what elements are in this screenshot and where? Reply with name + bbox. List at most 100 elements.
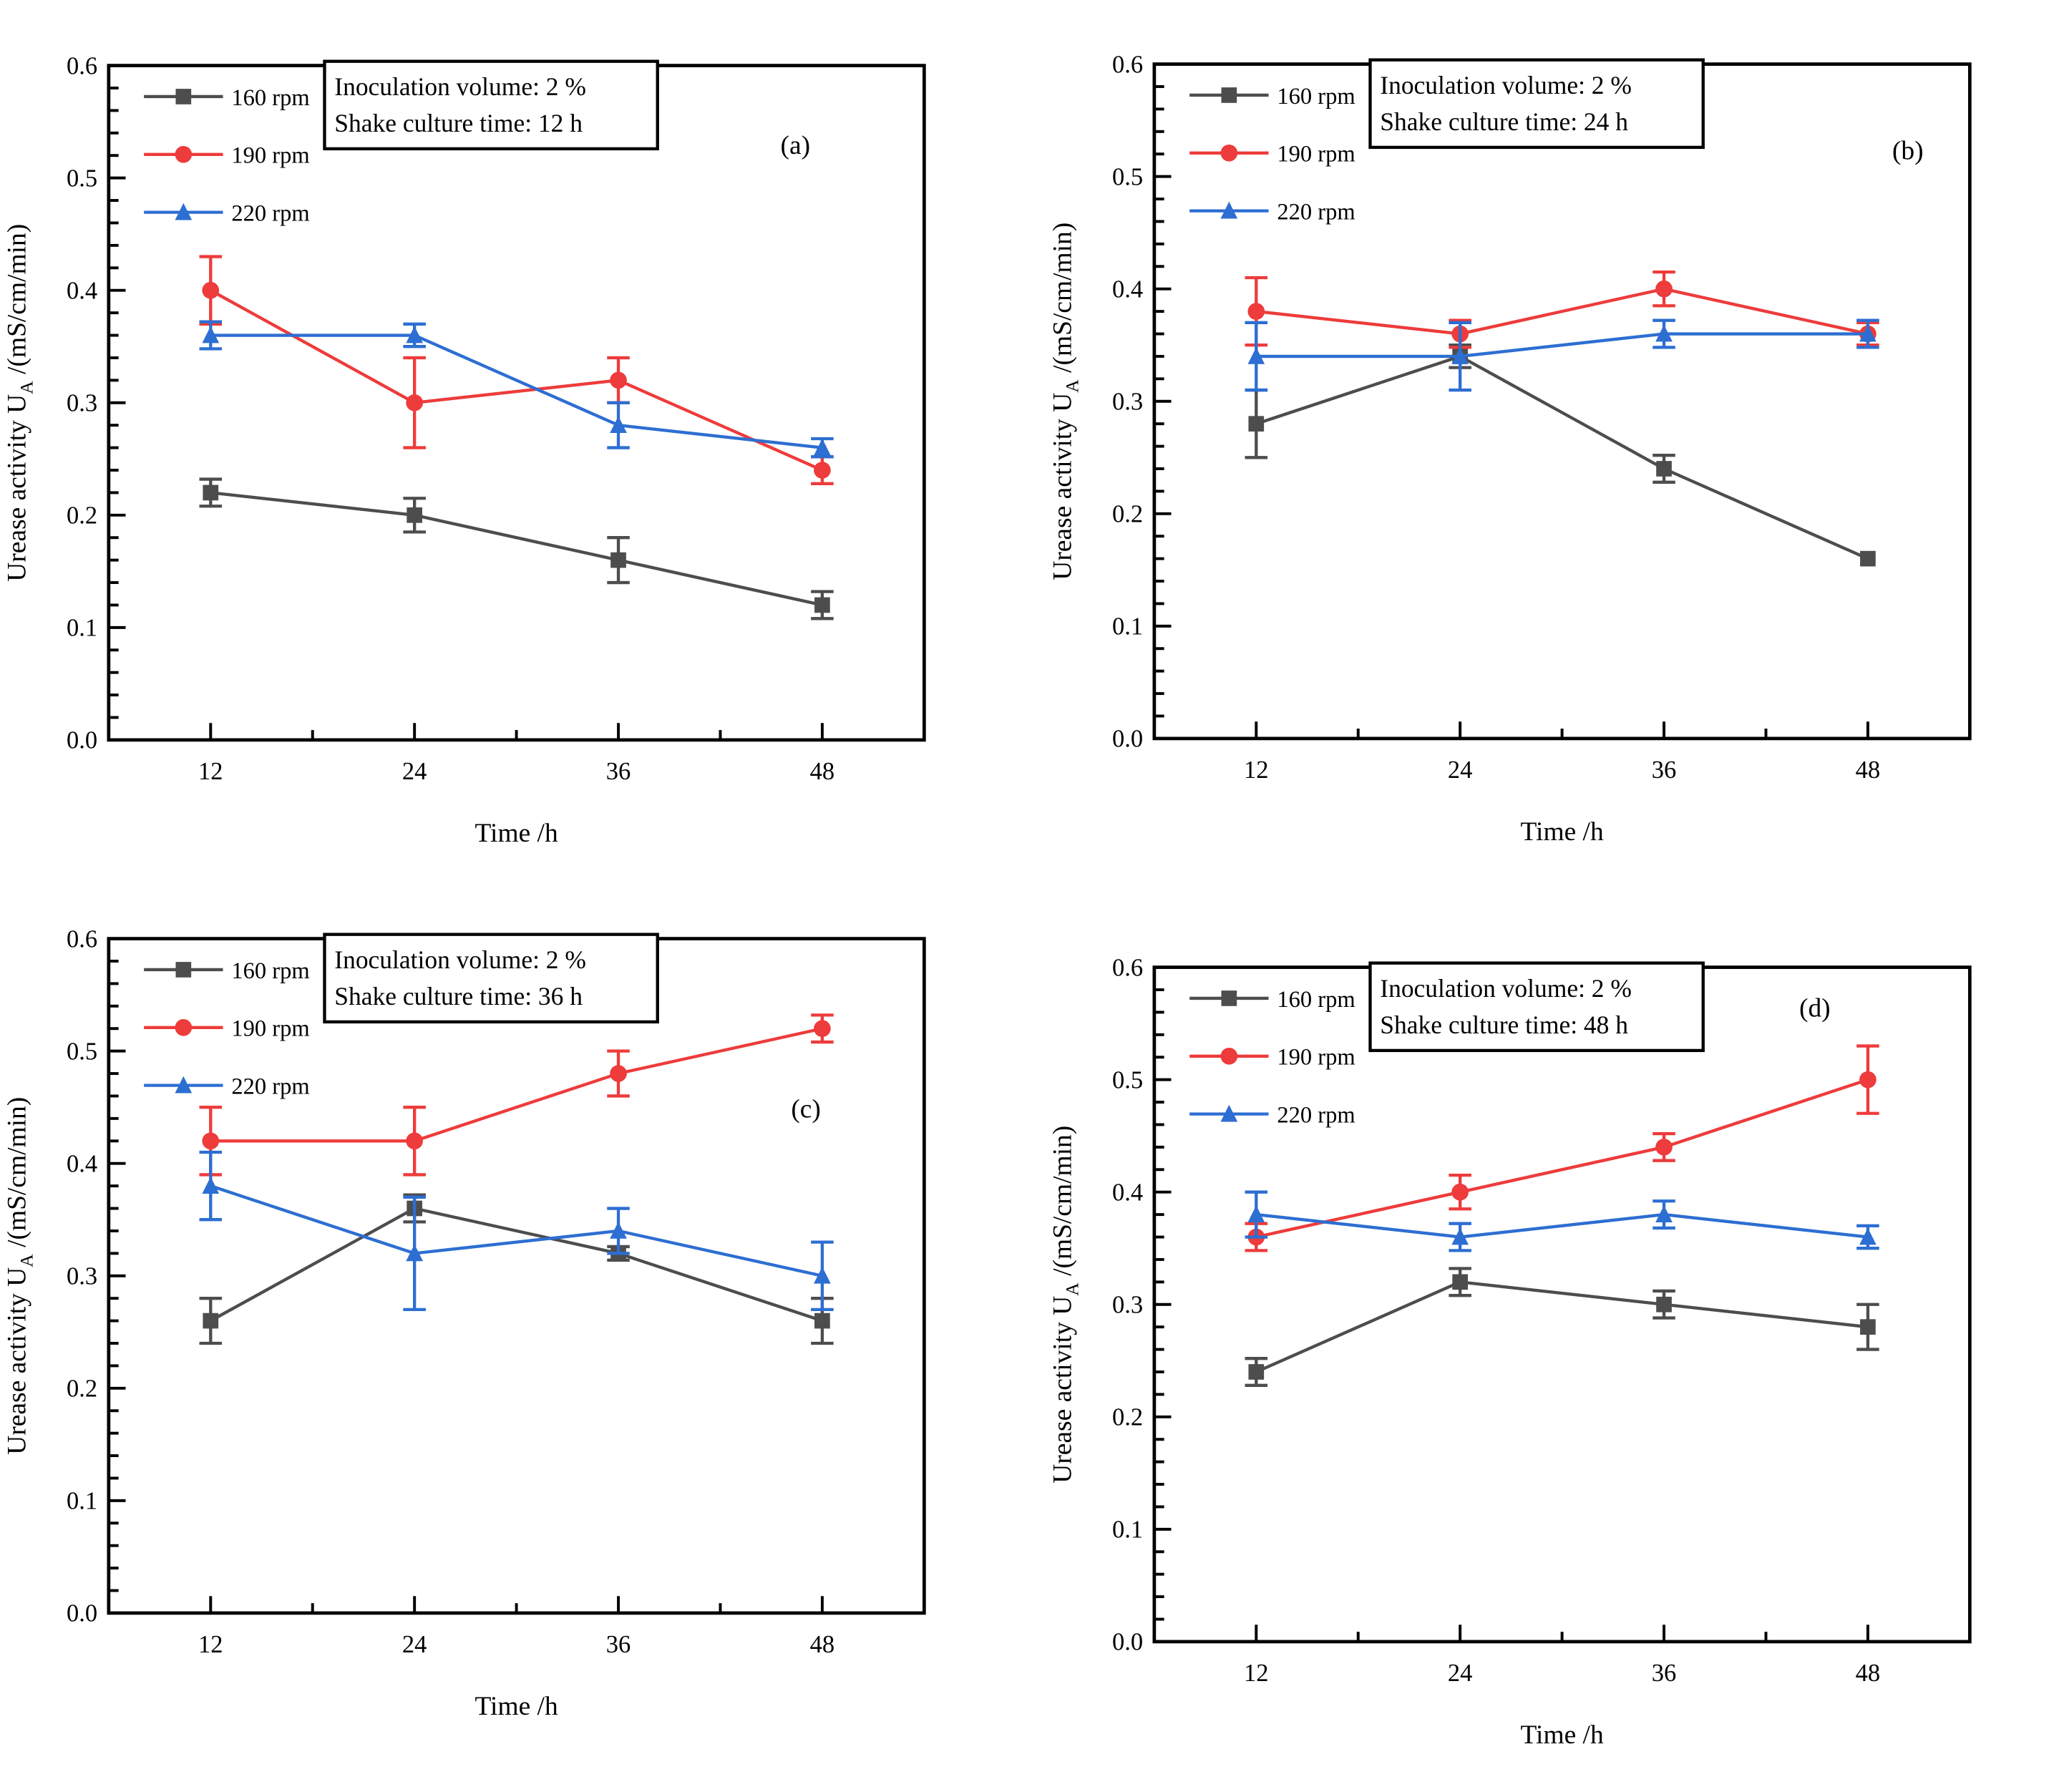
series-220rpm — [1245, 318, 1879, 392]
series-160rpm — [199, 1193, 834, 1345]
series-190rpm — [199, 255, 834, 486]
data-point — [814, 462, 831, 479]
x-tick-label: 48 — [1856, 1660, 1881, 1687]
legend-label: 220 rpm — [231, 1073, 309, 1099]
legend: 160 rpm 190 rpm 220 rpm — [144, 958, 310, 1099]
series-190rpm — [1245, 1044, 1879, 1252]
data-point — [814, 597, 830, 613]
data-point — [1451, 1227, 1469, 1245]
y-tick-label: 0.6 — [67, 52, 97, 79]
series-line — [1256, 332, 1868, 359]
annotation-box — [323, 932, 659, 1024]
data-point — [1247, 1205, 1265, 1222]
annotation-line1: Inoculation volume: 2 % — [1380, 71, 1632, 99]
x-tick-label: 36 — [1652, 1660, 1677, 1687]
x-tick-label: 24 — [402, 1631, 427, 1658]
y-tick-label: 0.3 — [67, 390, 97, 417]
y-tick-label: 0.2 — [67, 502, 97, 530]
chart-svg-c: 0.0 0.1 0.2 0.3 0.4 0.5 0.6 12 24 36 48 Time /h Urea… — [3, 925, 926, 1721]
data-point — [610, 552, 626, 568]
data-point — [406, 1244, 423, 1262]
legend-marker-circle — [1220, 144, 1238, 162]
data-point — [407, 507, 423, 523]
data-point — [202, 326, 220, 344]
plot-border — [107, 64, 926, 742]
legend-label: 190 rpm — [1277, 1045, 1355, 1071]
series-line — [210, 491, 823, 607]
legend-label: 220 rpm — [231, 200, 309, 226]
y-tick-label: 0.2 — [1112, 1404, 1143, 1431]
y-tick-label: 0.2 — [1112, 501, 1143, 528]
y-tick-label: 0.5 — [67, 165, 97, 192]
legend-marker-square — [1221, 990, 1237, 1006]
data-point — [814, 1020, 831, 1038]
x-tick-label: 12 — [198, 1631, 223, 1658]
y-axis-label: Urease activity UA /(mS/cm/min) — [3, 1097, 36, 1455]
legend: 160 rpm 190 rpm 220 rpm — [1189, 84, 1355, 225]
series-line — [1256, 287, 1869, 336]
annotation-line2: Shake culture time: 24 h — [1380, 107, 1628, 136]
data-point — [406, 326, 423, 344]
chart-svg-b: 0.0 0.1 0.2 0.3 0.4 0.5 0.6 12 24 36 48 Time /h Urea… — [1048, 51, 1972, 847]
y-tick-label: 0.0 — [67, 727, 97, 754]
legend: 160 rpm 190 rpm 220 rpm — [144, 85, 310, 226]
plot-border — [107, 937, 926, 1615]
y-tick-label: 0.5 — [1112, 1066, 1143, 1094]
panel-label-d: (d) — [1799, 993, 1831, 1023]
axis-ticks — [1154, 62, 1869, 740]
y-tick-label: 0.1 — [67, 615, 97, 642]
x-tick-label: 24 — [402, 758, 427, 785]
x-tick-label: 24 — [1448, 1660, 1473, 1687]
x-tick-label: 36 — [1652, 756, 1677, 784]
data-point — [814, 1266, 831, 1284]
legend-marker-square — [1221, 87, 1237, 103]
subplot-a: 0.0 0.1 0.2 0.3 0.4 0.5 0.6 12 24 36 48 Time /h Urea… — [0, 0, 1027, 896]
data-point — [1859, 324, 1877, 342]
legend-label: 190 rpm — [231, 1016, 309, 1042]
y-tick-label: 0.6 — [1112, 954, 1143, 981]
data-point — [203, 1313, 219, 1329]
y-axis-label: Urease activity UA /(mS/cm/min) — [1048, 1126, 1082, 1484]
x-tick-label: 48 — [810, 1631, 835, 1658]
data-point — [1860, 550, 1876, 567]
series-line — [210, 1027, 823, 1143]
data-point — [1655, 324, 1673, 342]
series-220rpm — [1245, 1190, 1879, 1252]
legend-marker-triangle — [1220, 1104, 1238, 1122]
legend-label: 160 rpm — [1277, 987, 1355, 1013]
legend-label: 160 rpm — [231, 85, 309, 111]
series-line — [210, 333, 823, 449]
annotation-box — [1368, 58, 1705, 150]
data-point — [1248, 1364, 1265, 1380]
y-tick-label: 0.4 — [1112, 1179, 1143, 1207]
y-tick-label: 0.3 — [1112, 1292, 1143, 1319]
data-point — [1859, 1071, 1877, 1089]
series-line — [210, 1184, 823, 1277]
data-point — [1656, 1296, 1672, 1313]
data-point — [1655, 280, 1673, 298]
y-tick-label: 0.1 — [1112, 1516, 1143, 1544]
legend-marker-triangle — [1220, 201, 1238, 219]
y-tick-label: 0.2 — [67, 1375, 97, 1403]
data-point — [814, 438, 831, 456]
y-tick-label: 0.4 — [67, 278, 97, 305]
series-line — [1255, 1078, 1869, 1239]
axis-ticks — [1154, 965, 1869, 1643]
x-tick-label: 48 — [810, 758, 835, 785]
annotation-box — [323, 59, 659, 151]
x-axis-label: Time /h — [1521, 1720, 1604, 1750]
x-tick-label: 12 — [198, 758, 223, 785]
data-point — [610, 1222, 627, 1239]
series-160rpm — [199, 477, 834, 620]
subplot-c: 0.0 0.1 0.2 0.3 0.4 0.5 0.6 12 24 36 48 Time /h Urea… — [0, 896, 1027, 1792]
x-axis-label: Time /h — [1521, 817, 1604, 847]
chart-svg-d: 0.0 0.1 0.2 0.3 0.4 0.5 0.6 12 24 36 48 Time /h Urea… — [1048, 954, 1972, 1750]
data-point — [1247, 347, 1265, 364]
legend-label: 160 rpm — [1277, 84, 1355, 109]
data-point — [1452, 1274, 1469, 1290]
series-line — [1255, 354, 1869, 560]
data-point — [202, 1177, 220, 1194]
axis-ticks — [108, 937, 824, 1615]
legend-marker-circle — [175, 1018, 193, 1036]
legend-marker-square — [175, 89, 192, 104]
